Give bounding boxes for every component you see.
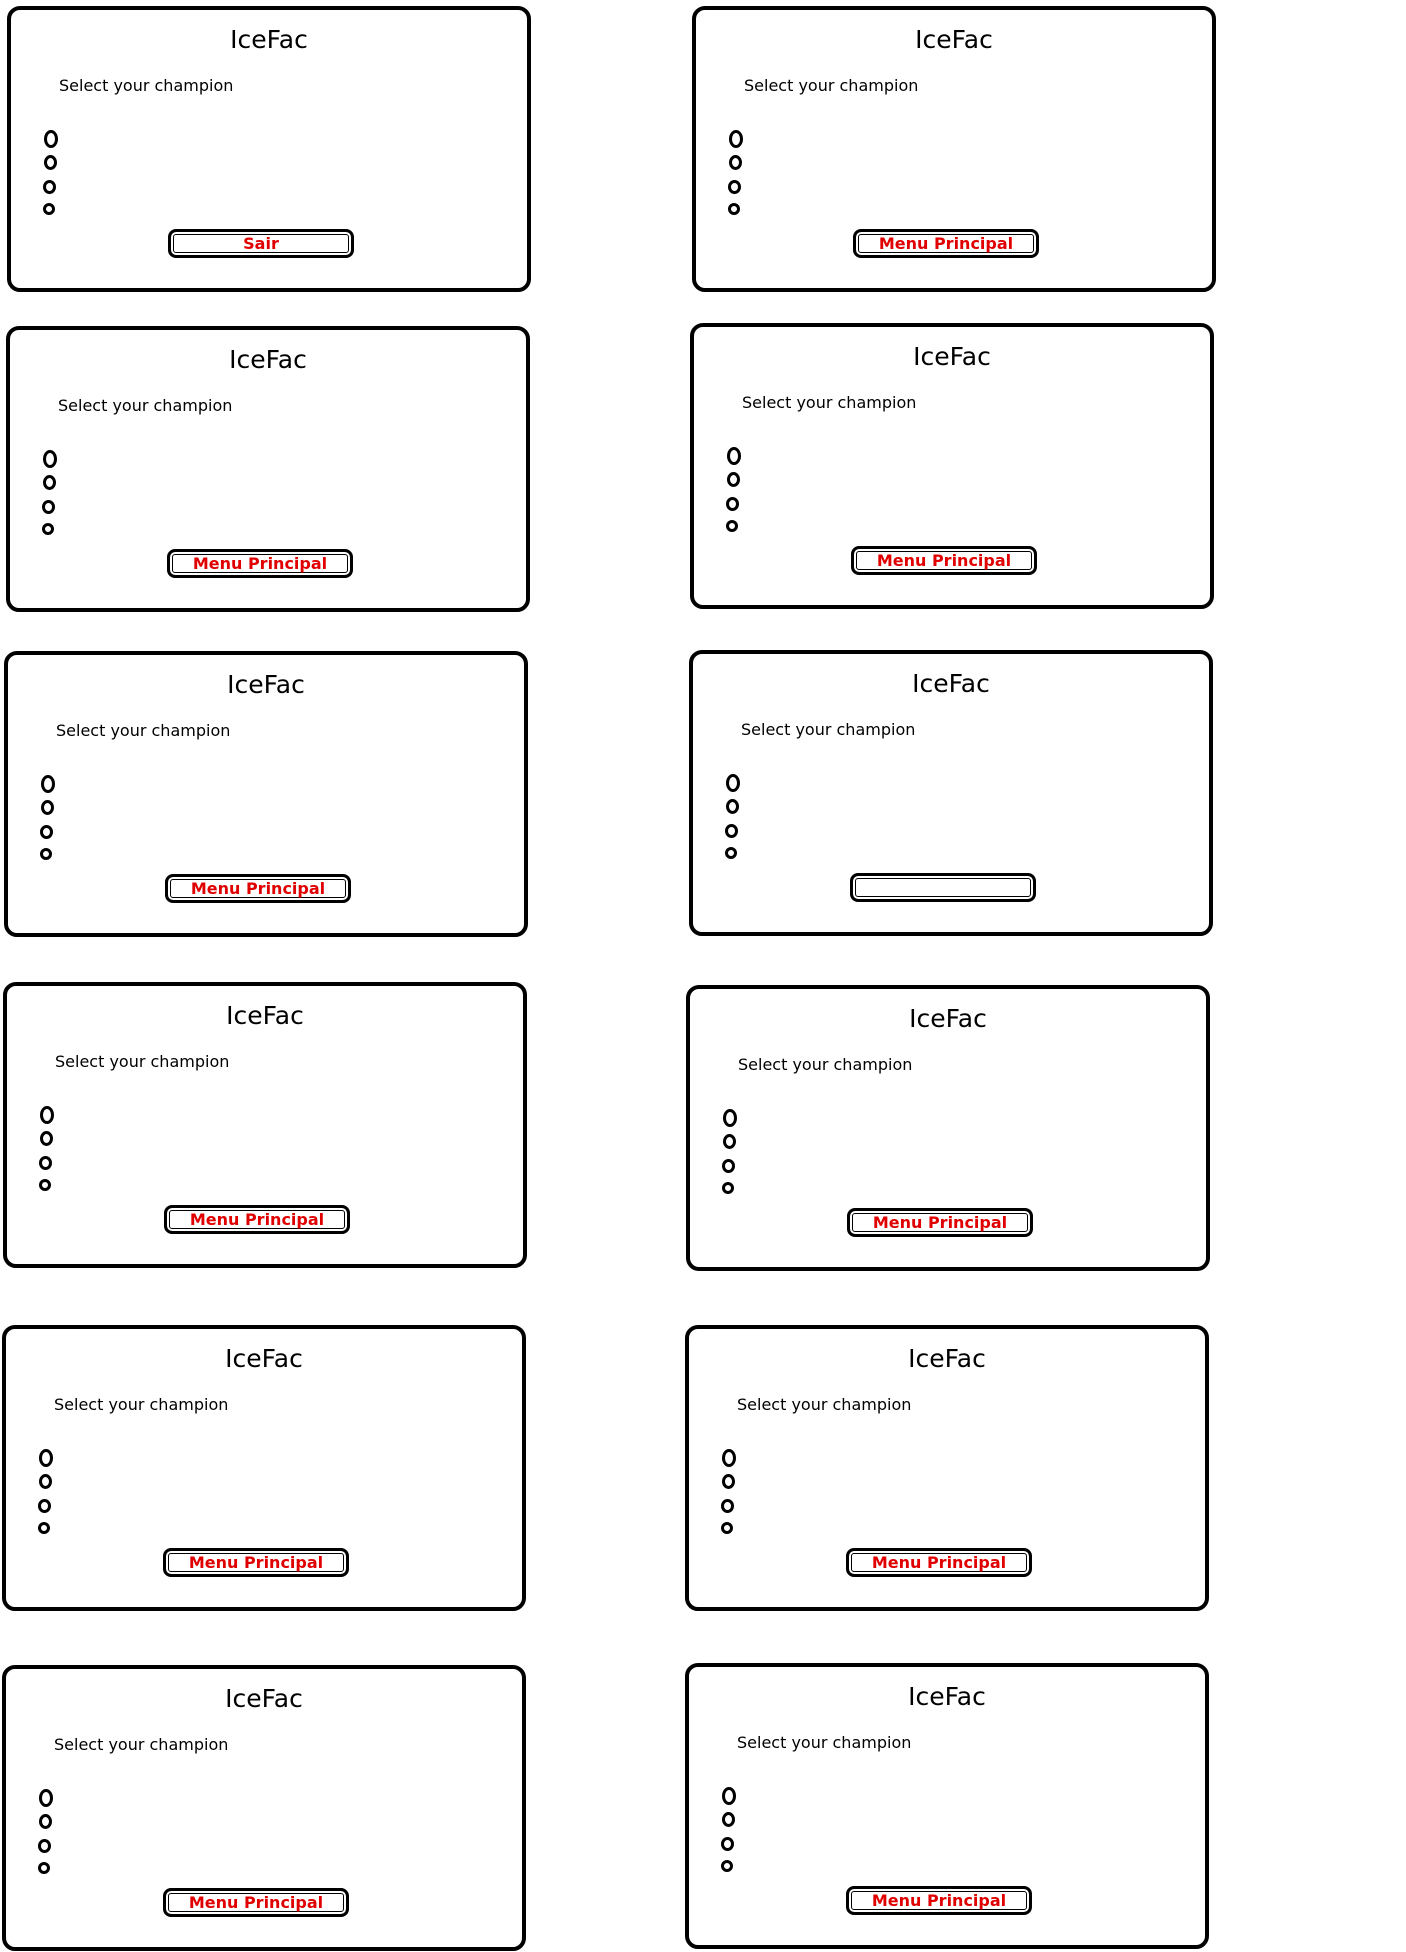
champion-option-radio[interactable] [722,1812,735,1827]
champion-option-radio[interactable] [43,450,57,468]
champion-option-radio[interactable] [38,1499,51,1513]
champion-option-radio[interactable] [39,1156,52,1170]
champion-select-panel: IceFac Select your champion Menu Princip… [4,651,528,937]
champion-option-radio[interactable] [722,1787,736,1805]
champion-select-panel: IceFac Select your champion Menu Princip… [2,1665,526,1951]
app-title: IceFac [225,1684,303,1713]
champion-option-radio[interactable] [726,799,739,814]
champion-option-radio[interactable] [39,1789,53,1807]
champion-option-radio[interactable] [728,180,741,194]
champion-option-radio[interactable] [38,1862,50,1874]
champion-select-panel: IceFac Select your champion Menu Princip… [685,1663,1209,1949]
app-title: IceFac [909,1004,987,1033]
champion-option-radio[interactable] [41,775,55,793]
champion-option-radio[interactable] [39,1449,53,1467]
app-title: IceFac [913,342,991,371]
champion-option-radio[interactable] [44,130,58,148]
select-champion-label: Select your champion [55,1052,230,1071]
select-champion-label: Select your champion [56,721,231,740]
select-champion-label: Select your champion [737,1733,912,1752]
menu-principal-button[interactable]: Menu Principal [167,549,353,578]
champion-option-radio[interactable] [42,523,54,535]
champion-select-panel: IceFac Select your champion Menu Princip… [686,985,1210,1271]
menu-principal-button[interactable]: Menu Principal [847,1208,1033,1237]
champion-option-radio[interactable] [722,1182,734,1194]
champion-option-radio[interactable] [721,1837,734,1851]
champion-select-panel: IceFac Select your champion Menu Princip… [2,1325,526,1611]
champion-option-radio[interactable] [727,447,741,465]
champion-option-radio[interactable] [721,1860,733,1872]
champion-select-panel: IceFac Select your champion Menu Princip… [3,982,527,1268]
menu-principal-button[interactable]: Menu Principal [165,874,351,903]
champion-option-radio[interactable] [42,500,55,514]
champion-option-radio[interactable] [40,1131,53,1146]
menu-principal-button[interactable]: Menu Principal [163,1548,349,1577]
champion-option-radio[interactable] [722,1449,736,1467]
champion-select-panel: IceFac Select your champion Menu Princip… [685,1325,1209,1611]
select-champion-label: Select your champion [58,396,233,415]
menu-principal-button[interactable]: Menu Principal [853,229,1039,258]
select-champion-label: Select your champion [737,1395,912,1414]
champion-option-radio[interactable] [722,1474,735,1489]
champion-option-radio[interactable] [722,1159,735,1173]
champion-option-radio[interactable] [721,1499,734,1513]
app-title: IceFac [225,1344,303,1373]
champion-option-radio[interactable] [729,130,743,148]
select-champion-label: Select your champion [741,720,916,739]
champion-option-radio[interactable] [38,1839,51,1853]
champion-option-radio[interactable] [726,774,740,792]
sair-button[interactable]: Sair [168,229,354,258]
app-title: IceFac [912,669,990,698]
champion-option-radio[interactable] [729,155,742,170]
champion-option-radio[interactable] [721,1522,733,1534]
champion-select-panel: IceFac Select your champion [689,650,1213,936]
champion-option-radio[interactable] [728,203,740,215]
champion-select-panel: IceFac Select your champion Menu Princip… [6,326,530,612]
app-title: IceFac [226,1001,304,1030]
menu-principal-button[interactable]: Menu Principal [846,1548,1032,1577]
unlabeled-button[interactable] [850,873,1036,902]
champion-option-radio[interactable] [38,1522,50,1534]
app-title: IceFac [229,345,307,374]
champion-option-radio[interactable] [41,800,54,815]
select-champion-label: Select your champion [738,1055,913,1074]
champion-option-radio[interactable] [43,203,55,215]
champion-select-panel: IceFac Select your champion Menu Princip… [692,6,1216,292]
champion-select-panel: IceFac Select your champion Sair [7,6,531,292]
champion-option-radio[interactable] [39,1814,52,1829]
champion-option-radio[interactable] [39,1474,52,1489]
select-champion-label: Select your champion [54,1395,229,1414]
app-title: IceFac [227,670,305,699]
champion-option-radio[interactable] [726,497,739,511]
select-champion-label: Select your champion [54,1735,229,1754]
champion-option-radio[interactable] [40,825,53,839]
menu-principal-button[interactable]: Menu Principal [163,1888,349,1917]
app-title: IceFac [908,1344,986,1373]
select-champion-label: Select your champion [59,76,234,95]
champion-option-radio[interactable] [727,472,740,487]
menu-principal-button[interactable]: Menu Principal [164,1205,350,1234]
menu-principal-button[interactable]: Menu Principal [851,546,1037,575]
select-champion-label: Select your champion [744,76,919,95]
champion-option-radio[interactable] [43,475,56,490]
champion-option-radio[interactable] [726,520,738,532]
champion-option-radio[interactable] [725,824,738,838]
champion-option-radio[interactable] [723,1134,736,1149]
menu-principal-button[interactable]: Menu Principal [846,1886,1032,1915]
app-title: IceFac [230,25,308,54]
champion-option-radio[interactable] [39,1179,51,1191]
champion-option-radio[interactable] [44,155,57,170]
champion-option-radio[interactable] [40,848,52,860]
champion-select-panel: IceFac Select your champion Menu Princip… [690,323,1214,609]
champion-option-radio[interactable] [723,1109,737,1127]
select-champion-label: Select your champion [742,393,917,412]
app-title: IceFac [915,25,993,54]
champion-option-radio[interactable] [725,847,737,859]
champion-option-radio[interactable] [40,1106,54,1124]
champion-option-radio[interactable] [43,180,56,194]
app-title: IceFac [908,1682,986,1711]
